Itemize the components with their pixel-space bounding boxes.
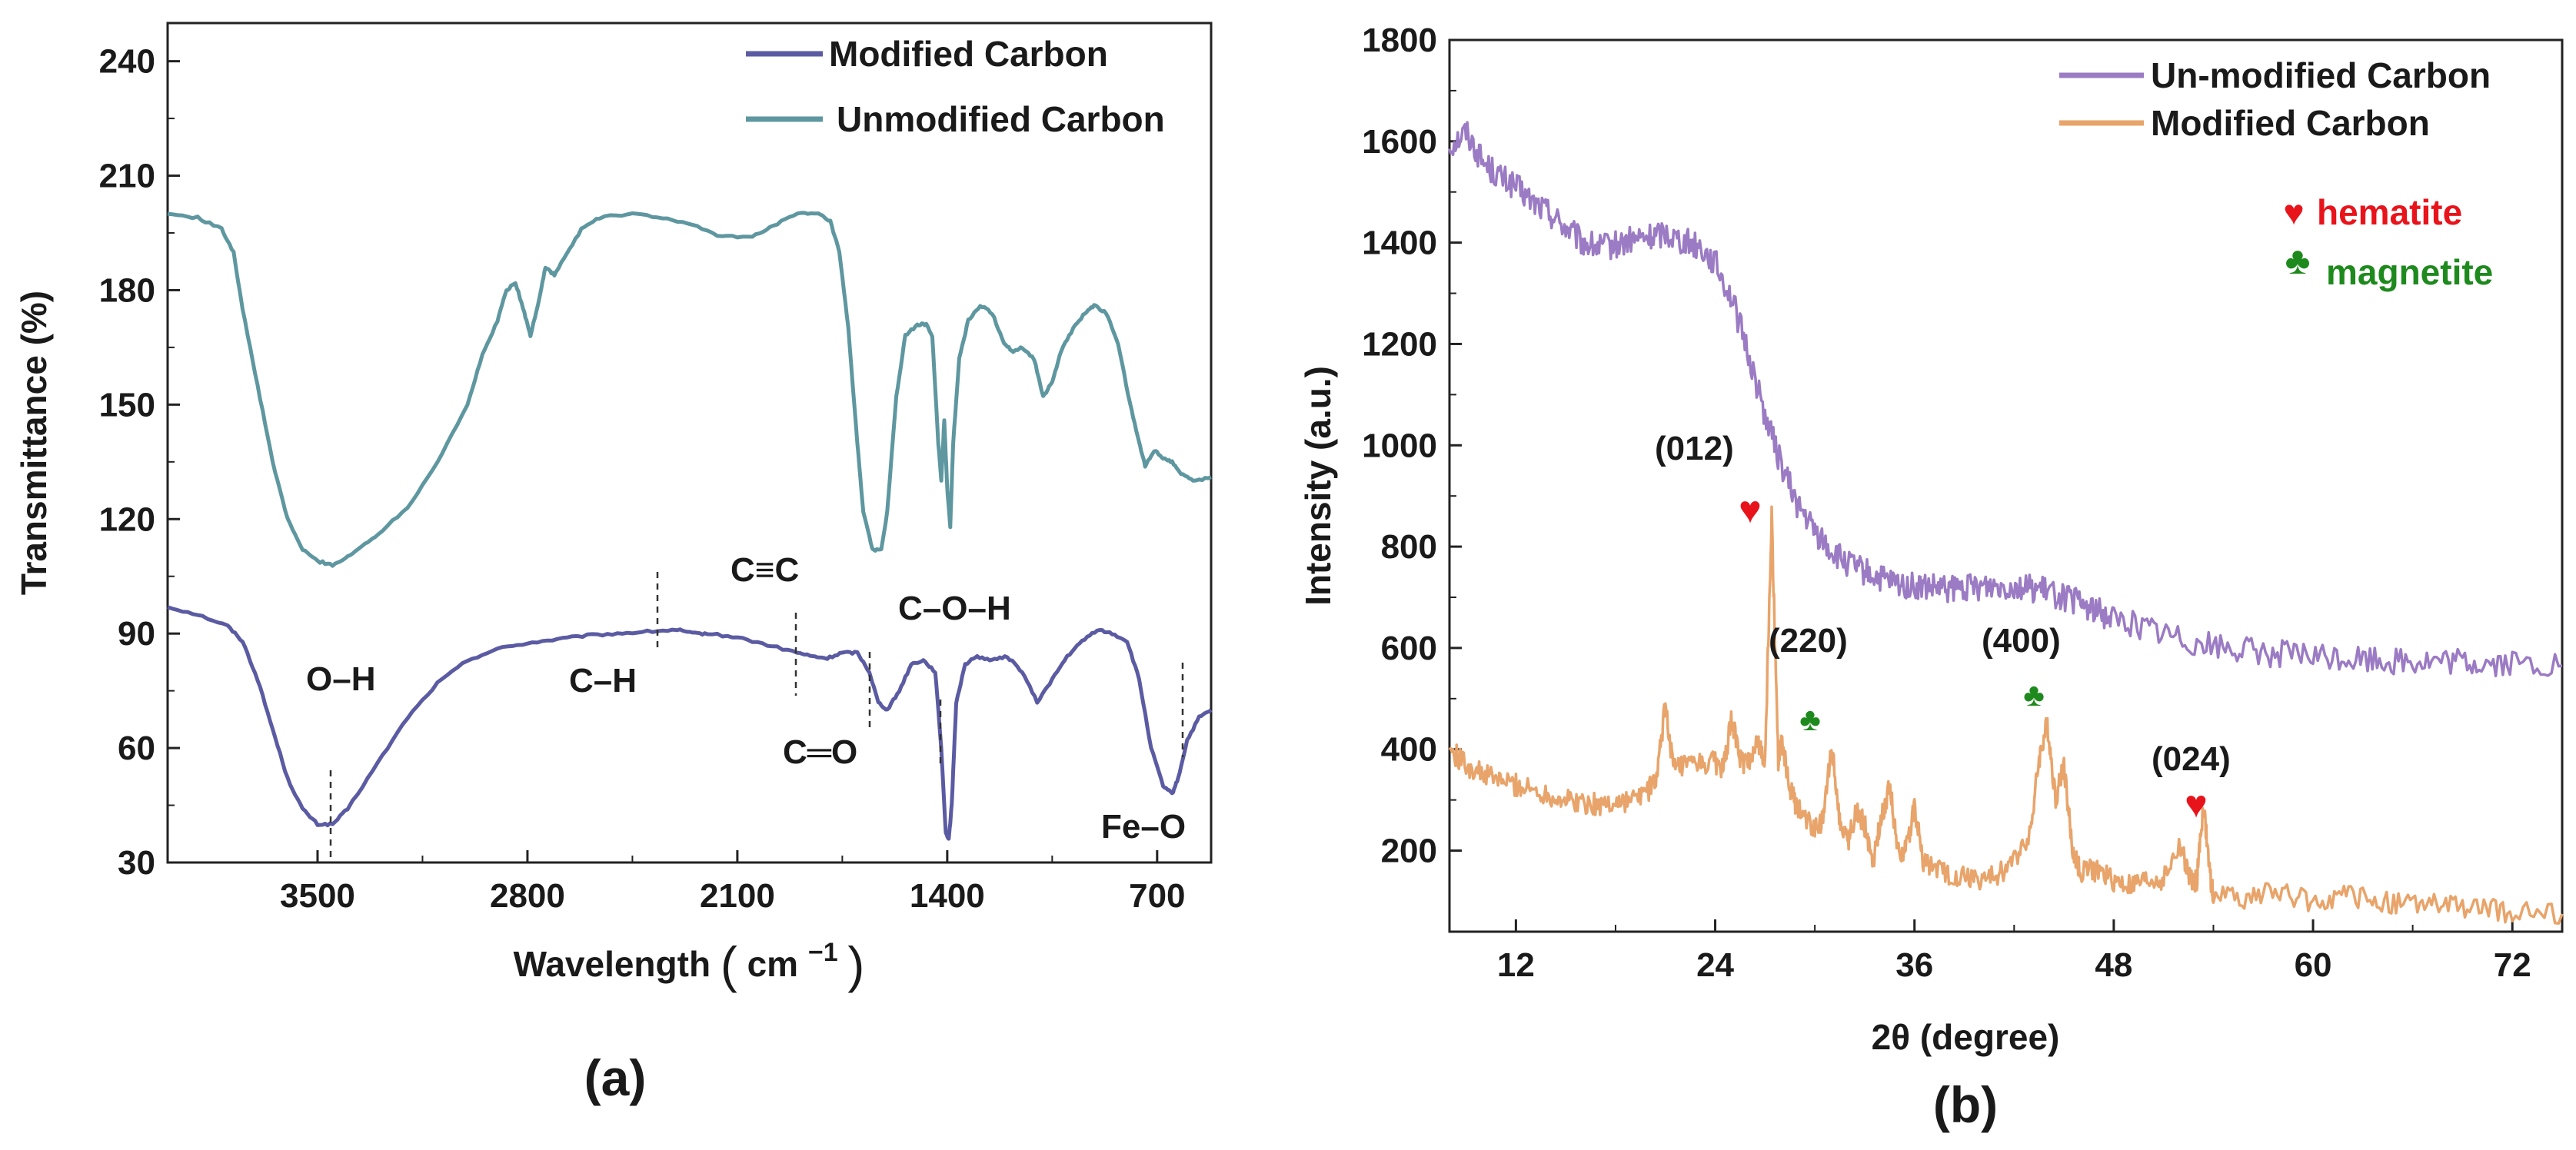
panel-a-ytick-label: 60 <box>118 730 155 767</box>
oh-annotation: O–H <box>306 660 375 698</box>
panel-b-xtick-label: 36 <box>1895 946 1933 984</box>
panel-b-ytick-label: 1200 <box>1362 325 1437 363</box>
panel-a-ytick-label: 210 <box>99 158 155 195</box>
panel-b-ytick-label: 200 <box>1381 833 1437 870</box>
panel-a-ytick-label: 150 <box>99 386 155 424</box>
panel-a-xtick-label: 2800 <box>490 877 565 915</box>
panel-b-series-0 <box>1448 121 2563 678</box>
panel-a-xtick-label: 1400 <box>910 877 985 915</box>
peak-label-400: (400) <box>1982 622 2061 660</box>
panel-b-ylabel: Intensity (a.u.) <box>1298 366 1338 606</box>
legend-label-modified: Modified Carbon <box>829 34 1108 74</box>
panel-a-ytick-label: 180 <box>99 271 155 309</box>
panel-a-xlabel: Wavelength ( cm −1 ) <box>514 929 865 993</box>
xlabel-text: Wavelength <box>514 944 711 984</box>
panel-b-series <box>1448 121 2564 925</box>
co-annotation: C═O <box>783 733 857 771</box>
panel-b-series-1 <box>1448 505 2564 925</box>
magnetite-legend-icon: ♣ <box>2285 239 2311 282</box>
peak-label-024: (024) <box>2152 740 2231 778</box>
panel-b-ytick-label: 1400 <box>1362 224 1437 262</box>
xlabel-unit: cm <box>747 944 798 984</box>
panel-a-plot-frame <box>166 22 1213 864</box>
magnetite-legend-label: magnetite <box>2326 252 2493 292</box>
panel-b-xtick-label: 12 <box>1497 946 1535 984</box>
panel-b-ytick-label: 1600 <box>1362 123 1437 161</box>
panel-b-ytick-label: 1000 <box>1362 427 1437 464</box>
legend-label-modified-b: Modified Carbon <box>2151 103 2430 143</box>
panel-b-ticks: 12 24 36 48 60 72 200 400 600 800 1000 1200 1400 1600… <box>1362 22 2531 984</box>
panel-a-legend: Modified Carbon Unmodified Carbon <box>746 34 1165 139</box>
xlabel-open-paren: ( <box>721 936 737 993</box>
panel-a-xtick-label: 3500 <box>280 877 355 915</box>
legend-label-unmodified-b: Un-modified Carbon <box>2151 55 2491 95</box>
panel-a-ytick-label: 240 <box>99 43 155 81</box>
panel-a-ytick-label: 90 <box>118 615 155 653</box>
legend-label-unmodified: Unmodified Carbon <box>837 99 1165 139</box>
panel-b-ytick-label: 1800 <box>1362 22 1437 59</box>
panel-b-xtick-label: 48 <box>2095 946 2132 984</box>
panel-b-ytick-label: 400 <box>1381 731 1437 769</box>
panel-a-ticks: 3500 2800 2100 1400 700 30 60 90 120 150 180 210 240 <box>99 43 1186 915</box>
panel-a-series-0 <box>167 605 1213 841</box>
panel-a-series <box>167 211 1213 841</box>
panel-a-ylabel: Transmittance (%) <box>14 291 54 595</box>
heart-marker-024: ♥ <box>2185 783 2208 826</box>
hematite-legend-icon: ♥ <box>2283 192 2304 232</box>
panel-a-ftir-chart: 3500 2800 2100 1400 700 30 60 90 120 150 180 210 240… <box>14 22 1213 1106</box>
club-marker-220: ♣ <box>1799 701 1821 737</box>
panel-a-ytick-label: 30 <box>118 844 155 882</box>
club-marker-400: ♣ <box>2023 676 2045 713</box>
panel-a-guide-lines <box>329 572 1184 857</box>
panel-b-label: (b) <box>1933 1076 1998 1133</box>
panel-b-xlabel: 2θ (degree) <box>1872 1017 2060 1057</box>
panel-a-series-1 <box>167 211 1212 568</box>
panel-b-legend: Un-modified Carbon Modified Carbon ♥ hem… <box>2059 55 2493 292</box>
panel-a-xtick-label: 2100 <box>700 877 775 915</box>
panel-b-plot-frame <box>1448 38 2564 933</box>
panel-b-xtick-label: 24 <box>1696 946 1734 984</box>
peak-label-220: (220) <box>1769 622 1848 660</box>
ctriple-annotation: C≡C <box>731 551 799 589</box>
panel-a-ytick-label: 120 <box>99 500 155 538</box>
panel-b-xtick-label: 72 <box>2494 946 2531 984</box>
hematite-legend-label: hematite <box>2317 192 2462 232</box>
panel-b-xrd-chart: 12 24 36 48 60 72 200 400 600 800 1000 1200 1400 1600… <box>1298 22 2564 1133</box>
coh-annotation: C–O–H <box>898 590 1011 627</box>
panel-a-label: (a) <box>584 1049 647 1106</box>
ch-annotation: C–H <box>569 662 637 700</box>
panel-b-xtick-label: 60 <box>2295 946 2332 984</box>
xlabel-close-paren: ) <box>847 936 864 993</box>
panel-b-ytick-label: 600 <box>1381 630 1437 667</box>
heart-marker-012: ♥ <box>1739 488 1762 531</box>
feo-annotation: Fe–O <box>1101 808 1186 846</box>
panel-b-ytick-label: 800 <box>1381 528 1437 566</box>
peak-label-012: (012) <box>1655 430 1734 467</box>
panel-a-xtick-label: 700 <box>1129 877 1185 915</box>
xlabel-unit-exponent: −1 <box>808 938 838 967</box>
